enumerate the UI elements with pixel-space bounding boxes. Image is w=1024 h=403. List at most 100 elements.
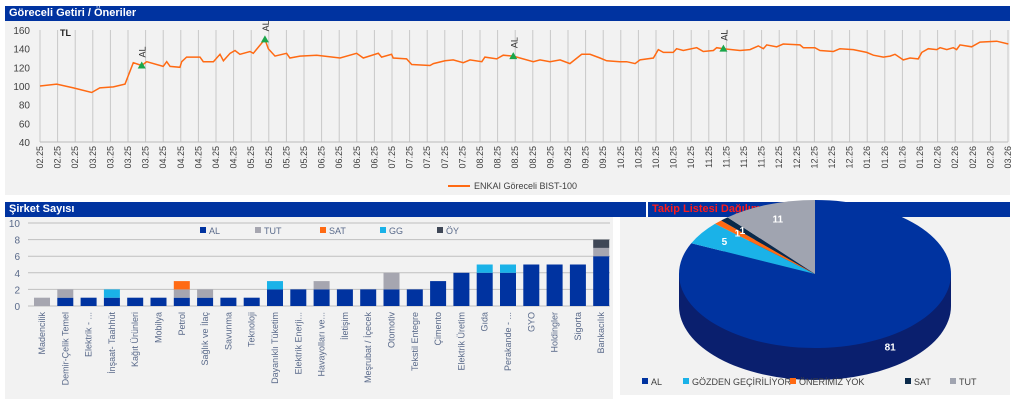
x-tick-label: 01.26 — [897, 146, 907, 169]
y-tick-label: 6 — [14, 252, 20, 263]
y-tick-label: 8 — [14, 236, 20, 247]
bar-segment-tut — [313, 281, 330, 290]
x-tick-label: 09.25 — [598, 146, 608, 169]
bar-segment-gg — [500, 264, 516, 273]
y-tick-label: 0 — [14, 302, 20, 313]
slice-label: 1 — [740, 226, 746, 237]
legend-label: ENKAI Göreceli BIST-100 — [474, 181, 577, 191]
category-label: Teknoloji — [247, 312, 257, 347]
x-tick-label: 12.25 — [792, 146, 802, 169]
category-label: Havayolları ve... — [317, 312, 327, 377]
x-tick-label: 09.25 — [545, 146, 555, 169]
x-tick-label: 06.25 — [369, 146, 379, 169]
bar-segment-al — [360, 289, 377, 306]
pie-slice — [727, 200, 815, 274]
bar-segment-al — [406, 289, 423, 306]
x-tick-label: 06.25 — [334, 146, 344, 169]
y-tick-label: 40 — [19, 138, 31, 149]
category-label: Perakande - ... — [503, 312, 513, 371]
bar-segment-al — [383, 289, 400, 306]
legend-label: AL — [651, 377, 662, 387]
bar-segment-al — [500, 272, 516, 306]
category-label: Holdingler — [550, 312, 560, 353]
category-label: Madencilik — [37, 312, 47, 355]
x-tick-label: 04.25 — [176, 146, 186, 169]
category-label: Meşrubat / İçecek — [363, 312, 373, 384]
legend-label: GG — [389, 226, 403, 236]
legend-label: TUT — [959, 377, 977, 387]
y-tick-label: 10 — [9, 219, 21, 230]
x-tick-label: 12.25 — [809, 146, 819, 169]
x-tick-label: 10.25 — [669, 146, 679, 169]
bar-segment-tut — [34, 297, 50, 306]
x-tick-label: 02.25 — [53, 146, 63, 169]
x-tick-label: 10.25 — [633, 146, 643, 169]
category-label: Sigorta — [573, 312, 583, 341]
bar-segment-al — [546, 264, 563, 306]
line-chart-header: Göreceli Getiri / Öneriler — [5, 6, 1010, 21]
bar-segment-al — [593, 256, 610, 306]
legend-swatch — [642, 378, 648, 384]
category-label: Petrol — [177, 312, 187, 336]
x-tick-label: 09.25 — [581, 146, 591, 169]
x-tick-label: 07.25 — [405, 146, 415, 169]
category-label: Sağlık ve İlaç — [200, 312, 210, 366]
legend-swatch — [437, 227, 443, 233]
bar-chart-panel — [5, 217, 613, 399]
category-label: Demir-Çelik Temel — [60, 312, 70, 385]
bar-segment-al — [150, 297, 167, 306]
y-tick-label: 160 — [13, 26, 30, 37]
x-tick-label: 12.25 — [774, 146, 784, 169]
buy-marker-icon — [137, 61, 146, 69]
bar-segment-oy — [593, 239, 610, 248]
x-tick-label: 07.25 — [422, 146, 432, 169]
slice-label: 5 — [722, 237, 728, 248]
legend-label: AL — [209, 226, 220, 236]
bar-segment-al — [569, 264, 586, 306]
x-tick-label: 04.25 — [158, 146, 168, 169]
legend-label: ÖNERİMİZ YOK — [799, 377, 864, 387]
x-tick-label: 08.25 — [528, 146, 538, 169]
x-tick-label: 11.25 — [704, 146, 714, 168]
buy-marker-icon — [719, 44, 728, 52]
slice-label: 11 — [772, 214, 783, 225]
bar-segment-al — [430, 281, 447, 306]
x-tick-label: 04.25 — [193, 146, 203, 169]
x-tick-label: 03.25 — [105, 146, 115, 169]
legend-swatch — [683, 378, 689, 384]
y-tick-label: 100 — [13, 82, 30, 93]
category-label: Otomotiv — [387, 312, 397, 349]
category-label: Elektrik - ... — [84, 312, 94, 357]
x-tick-label: 11.25 — [739, 146, 749, 168]
bar-segment-al — [290, 289, 307, 306]
category-label: Mobilya — [154, 312, 164, 343]
x-tick-label: 03.26 — [1003, 146, 1013, 169]
bar-segment-tut — [197, 289, 214, 298]
bar-segment-al — [336, 289, 353, 306]
bar-segment-al — [476, 272, 493, 306]
bar-segment-sat — [173, 281, 190, 290]
x-tick-label: 09.25 — [563, 146, 573, 169]
y-tick-label: 120 — [13, 63, 30, 74]
x-tick-label: 05.25 — [281, 146, 291, 169]
x-tick-label: 11.25 — [757, 146, 767, 168]
x-tick-label: 02.26 — [968, 146, 978, 169]
category-label: Çimento — [433, 312, 443, 346]
x-tick-label: 01.26 — [862, 146, 872, 169]
x-tick-label: 07.25 — [387, 146, 397, 169]
x-tick-label: 07.25 — [457, 146, 467, 169]
x-tick-label: 08.25 — [493, 146, 503, 169]
bar-segment-gg — [103, 289, 120, 298]
x-tick-label: 03.25 — [123, 146, 133, 169]
bar-segment-al — [197, 297, 214, 306]
category-label: İletişim — [340, 312, 350, 340]
category-label: Tekstil Entegre — [410, 312, 420, 371]
legend-label: GÖZDEN GEÇİRİLİYOR — [692, 377, 792, 387]
bar-segment-al — [313, 289, 330, 306]
bar-segment-tut — [57, 289, 74, 298]
bar-segment-al — [453, 272, 470, 306]
x-tick-label: 05.25 — [246, 146, 256, 169]
legend-label: TUT — [264, 226, 282, 236]
line-chart-panel — [5, 21, 1010, 195]
x-tick-label: 06.25 — [317, 146, 327, 169]
